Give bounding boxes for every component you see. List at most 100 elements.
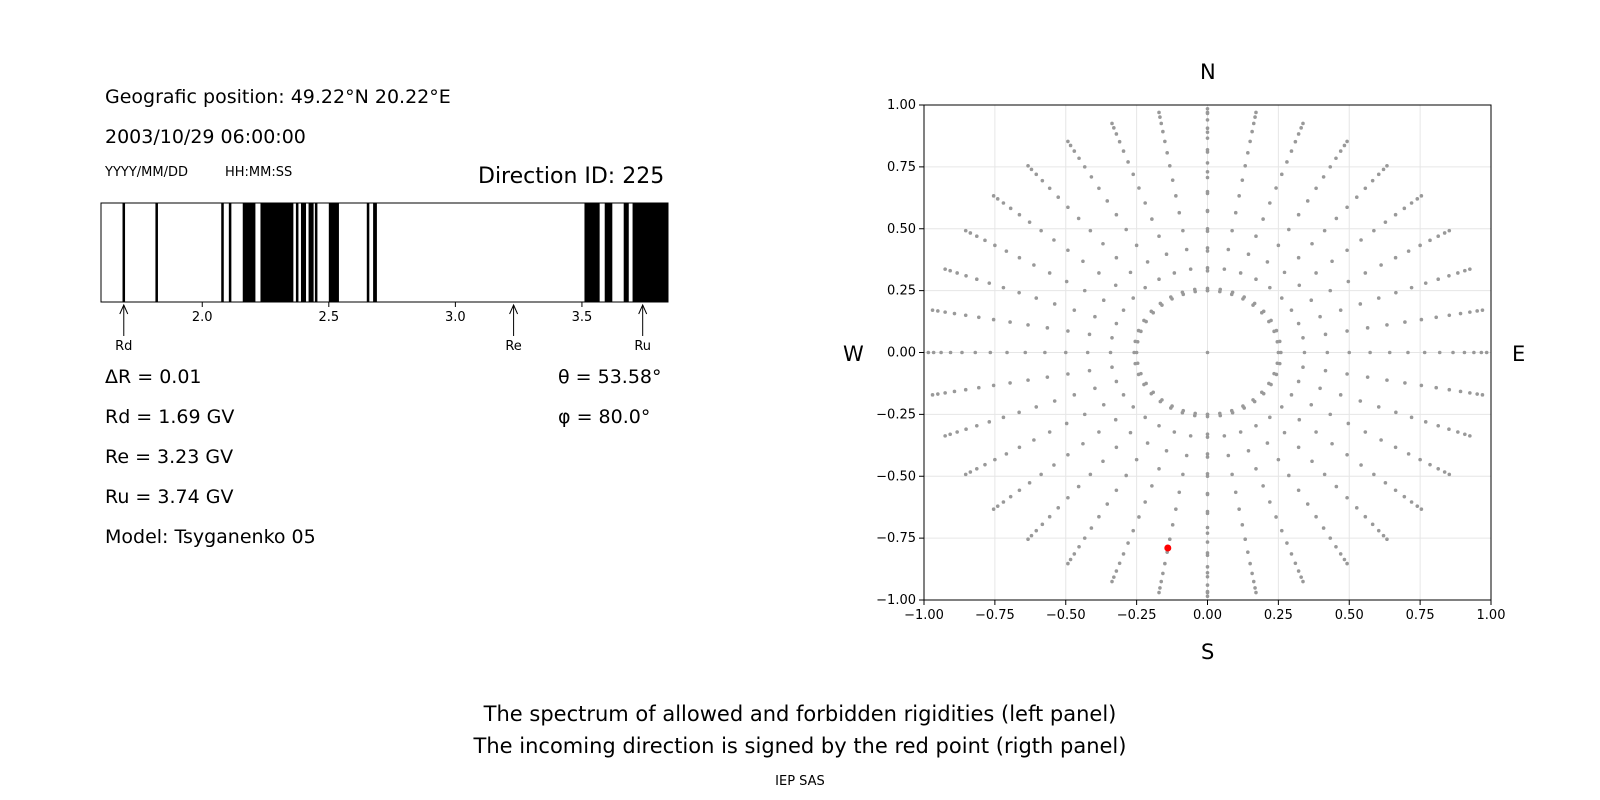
direction-point (1097, 514, 1101, 519)
direction-point (1205, 350, 1210, 355)
direction-point (1363, 271, 1368, 275)
direction-point (1385, 163, 1389, 168)
direction-point (1164, 448, 1169, 453)
y-tick-label: −0.25 (876, 407, 916, 422)
direction-point (973, 350, 978, 355)
direction-point (1163, 139, 1167, 144)
direction-point (1066, 329, 1070, 333)
direction-point (1310, 459, 1314, 464)
direction-point (1406, 249, 1411, 253)
direction-point (1274, 515, 1278, 519)
direction-point (1423, 281, 1428, 285)
direction-point (1251, 398, 1255, 402)
direction-point (1309, 298, 1314, 303)
direction-point (1289, 552, 1294, 556)
direction-point (1082, 165, 1087, 169)
direction-point (1480, 308, 1485, 312)
direction-point (1325, 350, 1330, 355)
direction-point (1314, 514, 1318, 519)
direction-point (1248, 139, 1252, 144)
direction-point (1066, 205, 1070, 210)
direction-point (1034, 296, 1039, 300)
direction-point (1436, 466, 1441, 471)
direction-point (1205, 161, 1210, 165)
direction-point (1251, 303, 1255, 307)
direction-point (1026, 163, 1030, 168)
direction-point (1082, 536, 1087, 540)
direction-point (987, 420, 992, 424)
y-tick-label: 0.75 (887, 160, 916, 175)
direction-point (1181, 292, 1186, 297)
direction-point (1237, 507, 1241, 511)
direction-point (1047, 271, 1052, 275)
direction-point (1114, 379, 1119, 384)
direction-point (1379, 438, 1383, 442)
direction-point (1363, 430, 1368, 434)
phi-value: φ = 80.0° (558, 406, 651, 428)
direction-point (963, 472, 968, 477)
direction-point (1008, 381, 1012, 385)
direction-point (1101, 459, 1105, 464)
incoming-directions-chart: −1.00−1.00 −0.75 −0.75 −0.50 −0.50 −0.25 −0.25… (876, 98, 1505, 623)
direction-point (1177, 210, 1182, 215)
direction-point (1026, 378, 1030, 382)
direction-point (1188, 267, 1193, 271)
direction-point (1045, 375, 1050, 379)
direction-point (1045, 326, 1050, 330)
direction-point (974, 466, 979, 471)
direction-point (1338, 149, 1343, 153)
direction-point (1447, 228, 1452, 233)
direction-point (993, 243, 997, 248)
direction-point (1205, 130, 1210, 135)
theta-value: θ = 53.58° (558, 366, 662, 388)
direction-point (1285, 541, 1289, 545)
direction-point (1301, 579, 1305, 584)
direction-point (1081, 259, 1085, 264)
direction-point (1259, 310, 1264, 315)
direction-point (1167, 163, 1172, 168)
direction-point (1205, 570, 1210, 575)
direction-point (1328, 288, 1333, 293)
marker-arrow-head (509, 303, 519, 315)
direction-point (1394, 410, 1398, 415)
west-label: W (843, 342, 864, 366)
direction-point (1151, 390, 1156, 395)
y-tick-label: 1.00 (887, 98, 916, 113)
direction-point (1128, 430, 1133, 435)
direction-point (983, 238, 987, 243)
direction-point (1383, 220, 1388, 224)
direction-point (1475, 392, 1479, 396)
direction-point (943, 434, 947, 438)
direction-point (991, 194, 996, 198)
direction-point (1114, 488, 1119, 493)
direction-point (1334, 216, 1339, 221)
direction-point (1230, 472, 1234, 477)
direction-point (1029, 533, 1034, 538)
y-tick-label: −0.75 (876, 531, 916, 546)
direction-point (1246, 151, 1250, 155)
direction-point (1072, 149, 1077, 153)
direction-point (1423, 420, 1428, 424)
direction-point (1193, 411, 1197, 416)
direction-point (1285, 160, 1289, 164)
direction-point (1177, 490, 1182, 495)
direction-point (1451, 350, 1455, 355)
direction-point (1188, 434, 1193, 438)
direction-point (930, 393, 935, 397)
direction-point (1346, 279, 1351, 284)
direction-point (1447, 472, 1452, 477)
direction-point (1034, 172, 1039, 177)
direction-point (1456, 430, 1460, 434)
direction-point (1406, 350, 1410, 355)
direction-point (1415, 504, 1420, 508)
direction-point (1017, 410, 1021, 415)
direction-point (1393, 445, 1398, 450)
direction-point (1296, 321, 1301, 326)
direction-point (1205, 136, 1210, 140)
direction-point (1066, 139, 1070, 144)
re-value: Re = 3.23 GV (105, 446, 234, 468)
direction-point (1072, 552, 1077, 556)
direction-point (1160, 303, 1164, 307)
direction-point (1345, 495, 1349, 500)
direction-point (1468, 310, 1472, 314)
